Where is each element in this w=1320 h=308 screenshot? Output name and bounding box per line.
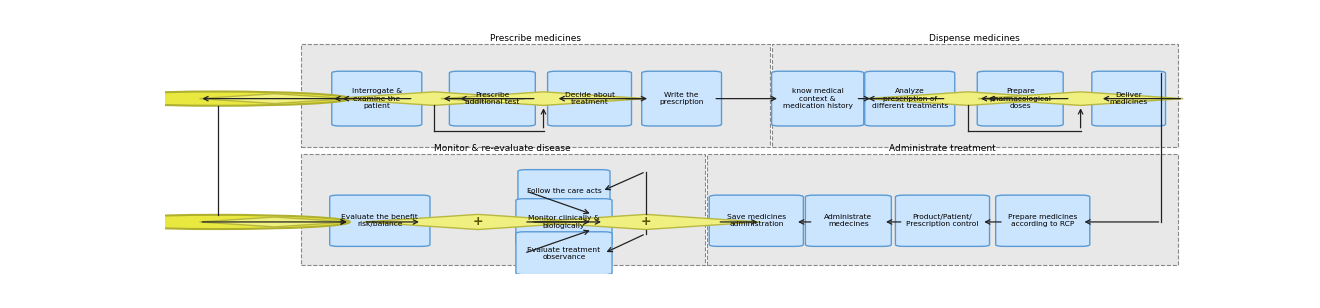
Polygon shape	[199, 94, 350, 103]
FancyBboxPatch shape	[548, 71, 631, 126]
Text: Prepare
pharmacological
doses: Prepare pharmacological doses	[989, 88, 1051, 109]
Text: Product/Patient/
Prescription control: Product/Patient/ Prescription control	[907, 214, 978, 227]
FancyBboxPatch shape	[1092, 71, 1166, 126]
Text: Evaluate the benefit
risk/balance: Evaluate the benefit risk/balance	[342, 214, 418, 227]
Polygon shape	[866, 92, 1071, 105]
Polygon shape	[978, 92, 1183, 105]
FancyBboxPatch shape	[301, 44, 770, 147]
Text: Monitor clinically &
biologically: Monitor clinically & biologically	[528, 215, 599, 229]
Text: Administrate treatment: Administrate treatment	[890, 144, 995, 153]
FancyBboxPatch shape	[516, 199, 612, 245]
Text: Prescribe medicines: Prescribe medicines	[490, 34, 581, 43]
FancyBboxPatch shape	[772, 44, 1177, 147]
Polygon shape	[363, 214, 593, 229]
FancyBboxPatch shape	[805, 195, 891, 246]
Text: Save medicines
administration: Save medicines administration	[727, 214, 785, 227]
Polygon shape	[331, 92, 537, 105]
Polygon shape	[532, 214, 760, 229]
FancyBboxPatch shape	[995, 195, 1090, 246]
Ellipse shape	[87, 215, 350, 229]
FancyBboxPatch shape	[642, 71, 722, 126]
FancyBboxPatch shape	[516, 232, 612, 275]
Text: Administrate
medecines: Administrate medecines	[824, 214, 873, 227]
FancyBboxPatch shape	[449, 71, 536, 126]
FancyBboxPatch shape	[331, 71, 422, 126]
Text: +: +	[640, 215, 651, 229]
Text: Dispense medicines: Dispense medicines	[929, 34, 1019, 43]
FancyBboxPatch shape	[865, 71, 954, 126]
Text: Prepare medicines
according to RCP: Prepare medicines according to RCP	[1008, 214, 1077, 227]
Text: Interrogate &
examine the
patient: Interrogate & examine the patient	[351, 88, 401, 109]
FancyBboxPatch shape	[895, 195, 990, 246]
FancyBboxPatch shape	[301, 154, 705, 265]
Text: Analyze
prescription of
different treatments: Analyze prescription of different treatm…	[871, 88, 948, 109]
Text: +: +	[473, 215, 483, 229]
Text: Write the
prescription: Write the prescription	[660, 92, 704, 105]
Text: know medical
context &
medication history: know medical context & medication histor…	[783, 88, 853, 109]
Text: Prescribe
additional test: Prescribe additional test	[465, 92, 520, 105]
FancyBboxPatch shape	[977, 71, 1063, 126]
Ellipse shape	[87, 91, 350, 106]
FancyBboxPatch shape	[772, 71, 863, 126]
FancyBboxPatch shape	[330, 195, 430, 246]
FancyBboxPatch shape	[517, 170, 610, 213]
FancyBboxPatch shape	[708, 154, 1177, 265]
Text: Decide about
treatment: Decide about treatment	[565, 92, 615, 105]
Polygon shape	[441, 92, 645, 105]
Text: Evaluate treatment
observance: Evaluate treatment observance	[528, 247, 601, 260]
Polygon shape	[199, 217, 350, 227]
Text: Monitor & re-evaluate disease: Monitor & re-evaluate disease	[434, 144, 572, 153]
FancyBboxPatch shape	[709, 195, 804, 246]
Text: Follow the care acts: Follow the care acts	[527, 188, 602, 194]
Text: Deliver
medicines: Deliver medicines	[1110, 92, 1148, 105]
